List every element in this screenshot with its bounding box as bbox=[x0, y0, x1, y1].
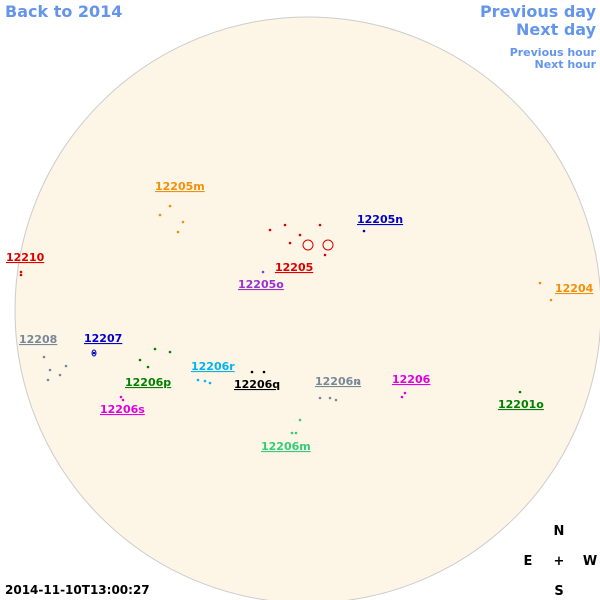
sunspot bbox=[328, 396, 332, 400]
sunspot bbox=[318, 223, 322, 227]
sunspot bbox=[261, 270, 265, 274]
sunspot bbox=[91, 349, 97, 357]
next-day-link[interactable]: Next day bbox=[516, 20, 597, 39]
region-label[interactable]: 12205m bbox=[155, 180, 205, 193]
sunspot bbox=[322, 239, 334, 251]
sunspot bbox=[42, 355, 46, 359]
sunspot bbox=[176, 230, 180, 234]
sunspot bbox=[356, 381, 360, 385]
region-label[interactable]: 12206m bbox=[261, 440, 311, 453]
sunspot bbox=[208, 381, 212, 385]
sunspot bbox=[288, 241, 292, 245]
region-label[interactable]: 12207 bbox=[84, 332, 122, 345]
sunspot bbox=[518, 390, 522, 394]
sunspot bbox=[283, 223, 287, 227]
sunspot bbox=[64, 364, 68, 368]
region-label[interactable]: 12205 bbox=[275, 261, 313, 274]
sunspot bbox=[19, 270, 23, 274]
region-label[interactable]: 12206p bbox=[125, 376, 171, 389]
sunspot bbox=[294, 431, 298, 435]
sunspot bbox=[334, 398, 338, 402]
sunspot bbox=[323, 253, 327, 257]
sunspot bbox=[181, 220, 185, 224]
sunspot bbox=[298, 418, 302, 422]
sunspot bbox=[262, 370, 266, 374]
sunspot bbox=[403, 391, 407, 395]
sunspot bbox=[362, 229, 366, 233]
region-label[interactable]: 12206n bbox=[315, 375, 361, 388]
region-label[interactable]: 12206q bbox=[234, 378, 280, 391]
previous-hour-link[interactable]: Previous hour bbox=[510, 46, 597, 59]
sunspot bbox=[290, 431, 294, 435]
sunspot bbox=[153, 347, 157, 351]
sunspot bbox=[168, 350, 172, 354]
solar-disk bbox=[14, 16, 600, 600]
sunspot bbox=[48, 368, 52, 372]
sunspot bbox=[250, 370, 254, 374]
region-label[interactable]: 12204 bbox=[555, 282, 594, 295]
sunspot bbox=[318, 396, 322, 400]
region-label[interactable]: 12208 bbox=[19, 333, 57, 346]
sunspot bbox=[400, 395, 404, 399]
sunspot bbox=[168, 204, 172, 208]
sunspot bbox=[203, 379, 207, 383]
sunspot bbox=[92, 351, 96, 355]
regions: 12205m 12205n 12210 12205 12205o 12204 12208 12… bbox=[6, 180, 594, 453]
region-label[interactable]: 12206 bbox=[392, 373, 431, 386]
compass-center: + bbox=[554, 554, 565, 569]
compass-north: N bbox=[554, 524, 565, 539]
next-hour-link[interactable]: Next hour bbox=[535, 58, 597, 71]
sunspot bbox=[146, 365, 150, 369]
region-label[interactable]: 12205n bbox=[357, 213, 403, 226]
sunspot bbox=[119, 395, 123, 399]
back-link[interactable]: Back to 2014 bbox=[5, 2, 122, 21]
sunspot bbox=[58, 373, 62, 377]
region-label[interactable]: 12206r bbox=[191, 360, 235, 373]
sunspot bbox=[121, 398, 125, 402]
sunspot bbox=[302, 239, 314, 251]
sunspot bbox=[196, 378, 200, 382]
compass-east: E bbox=[524, 554, 533, 569]
sunspot bbox=[298, 233, 302, 237]
sunspot bbox=[46, 378, 50, 382]
compass-west: W bbox=[583, 554, 597, 569]
previous-day-link[interactable]: Previous day bbox=[480, 2, 597, 21]
sunspot bbox=[19, 273, 23, 277]
region-label[interactable]: 12206s bbox=[100, 403, 145, 416]
region-label[interactable]: 12205o bbox=[238, 278, 284, 291]
sunspot bbox=[158, 213, 162, 217]
timestamp: 2014-11-10T13:00:27 bbox=[5, 583, 150, 597]
region-label[interactable]: 12201o bbox=[498, 398, 544, 411]
sunspot bbox=[538, 281, 542, 285]
sunspot bbox=[138, 358, 142, 362]
sunspot bbox=[268, 228, 272, 232]
compass-south: S bbox=[554, 584, 563, 599]
sunspot bbox=[549, 298, 553, 302]
region-label[interactable]: 12210 bbox=[6, 251, 45, 264]
